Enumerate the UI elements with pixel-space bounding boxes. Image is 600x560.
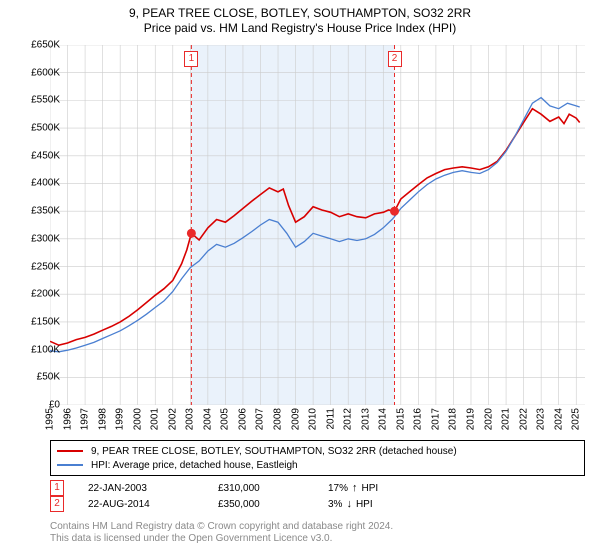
legend: 9, PEAR TREE CLOSE, BOTLEY, SOUTHAMPTON,…	[50, 440, 585, 476]
x-tick-label: 2015	[395, 408, 406, 430]
sale-delta-suffix: HPI	[356, 499, 373, 510]
x-tick-label: 2000	[132, 408, 143, 430]
sale-row-marker: 1	[50, 480, 64, 496]
x-tick-label: 2003	[185, 408, 196, 430]
sale-marker-2: 2	[388, 51, 402, 67]
y-tick-label: £100K	[14, 344, 60, 355]
x-tick-label: 2007	[255, 408, 266, 430]
x-tick-label: 2016	[413, 408, 424, 430]
y-tick-label: £500K	[14, 123, 60, 134]
x-tick-label: 1999	[115, 408, 126, 430]
sale-delta-pct: 17%	[328, 483, 348, 494]
x-tick-label: 2012	[343, 408, 354, 430]
y-tick-label: £600K	[14, 67, 60, 78]
y-tick-label: £650K	[14, 40, 60, 51]
x-tick-label: 2018	[448, 408, 459, 430]
y-tick-label: £400K	[14, 178, 60, 189]
x-tick-label: 2010	[308, 408, 319, 430]
y-tick-label: £250K	[14, 261, 60, 272]
y-tick-label: £350K	[14, 206, 60, 217]
sale-price: £310,000	[218, 483, 328, 494]
sale-date: 22-JAN-2003	[88, 483, 218, 494]
sale-row: 2 22-AUG-2014£350,0003% ↓ HPI	[50, 496, 585, 512]
chart-title-line1: 9, PEAR TREE CLOSE, BOTLEY, SOUTHAMPTON,…	[0, 0, 600, 21]
x-tick-label: 2004	[202, 408, 213, 430]
x-tick-label: 1997	[80, 408, 91, 430]
chart-title-line2: Price paid vs. HM Land Registry's House …	[0, 21, 600, 36]
plot-area	[50, 45, 585, 405]
arrow-up-icon: ↑	[352, 482, 358, 494]
legend-item: 9, PEAR TREE CLOSE, BOTLEY, SOUTHAMPTON,…	[57, 444, 578, 458]
x-tick-label: 2008	[273, 408, 284, 430]
arrow-down-icon: ↓	[346, 498, 352, 510]
x-tick-label: 1995	[45, 408, 56, 430]
footnote-line1: Contains HM Land Registry data © Crown c…	[50, 521, 393, 533]
x-tick-label: 2025	[571, 408, 582, 430]
x-tick-label: 2011	[325, 408, 336, 430]
legend-swatch	[57, 464, 83, 466]
legend-item: HPI: Average price, detached house, East…	[57, 458, 578, 472]
y-tick-label: £450K	[14, 150, 60, 161]
sales-table: 1 22-JAN-2003£310,00017% ↑ HPI 2 22-AUG-2014£…	[50, 480, 585, 512]
sale-delta: 17% ↑ HPI	[328, 482, 378, 494]
footnote-line2: This data is licensed under the Open Gov…	[50, 533, 393, 545]
footnote: Contains HM Land Registry data © Crown c…	[50, 521, 393, 545]
y-tick-label: £200K	[14, 289, 60, 300]
x-tick-label: 1996	[62, 408, 73, 430]
legend-label: HPI: Average price, detached house, East…	[91, 460, 298, 471]
x-tick-label: 2022	[518, 408, 529, 430]
x-tick-label: 2023	[536, 408, 547, 430]
chart-svg	[50, 45, 585, 405]
sale-marker-1: 1	[184, 51, 198, 67]
x-tick-label: 2001	[150, 408, 161, 430]
sale-date: 22-AUG-2014	[88, 499, 218, 510]
sale-row-marker: 2	[50, 496, 64, 512]
x-tick-label: 2019	[465, 408, 476, 430]
y-tick-label: £300K	[14, 233, 60, 244]
x-tick-label: 2021	[501, 408, 512, 430]
sale-delta-suffix: HPI	[362, 483, 379, 494]
sale-row: 1 22-JAN-2003£310,00017% ↑ HPI	[50, 480, 585, 496]
x-tick-label: 2017	[430, 408, 441, 430]
sale-delta-pct: 3%	[328, 499, 342, 510]
x-tick-label: 2014	[378, 408, 389, 430]
legend-swatch	[57, 450, 83, 452]
x-tick-label: 2005	[220, 408, 231, 430]
x-tick-label: 1998	[97, 408, 108, 430]
x-tick-label: 2024	[553, 408, 564, 430]
chart-container: { "title_line1": "9, PEAR TREE CLOSE, BO…	[0, 0, 600, 560]
y-tick-label: £550K	[14, 95, 60, 106]
legend-label: 9, PEAR TREE CLOSE, BOTLEY, SOUTHAMPTON,…	[91, 446, 457, 457]
x-tick-label: 2006	[237, 408, 248, 430]
x-tick-label: 2020	[483, 408, 494, 430]
y-tick-label: £150K	[14, 316, 60, 327]
x-tick-label: 2009	[290, 408, 301, 430]
y-tick-label: £50K	[14, 372, 60, 383]
x-tick-label: 2002	[167, 408, 178, 430]
sale-delta: 3% ↓ HPI	[328, 498, 373, 510]
sale-price: £350,000	[218, 499, 328, 510]
x-tick-label: 2013	[360, 408, 371, 430]
